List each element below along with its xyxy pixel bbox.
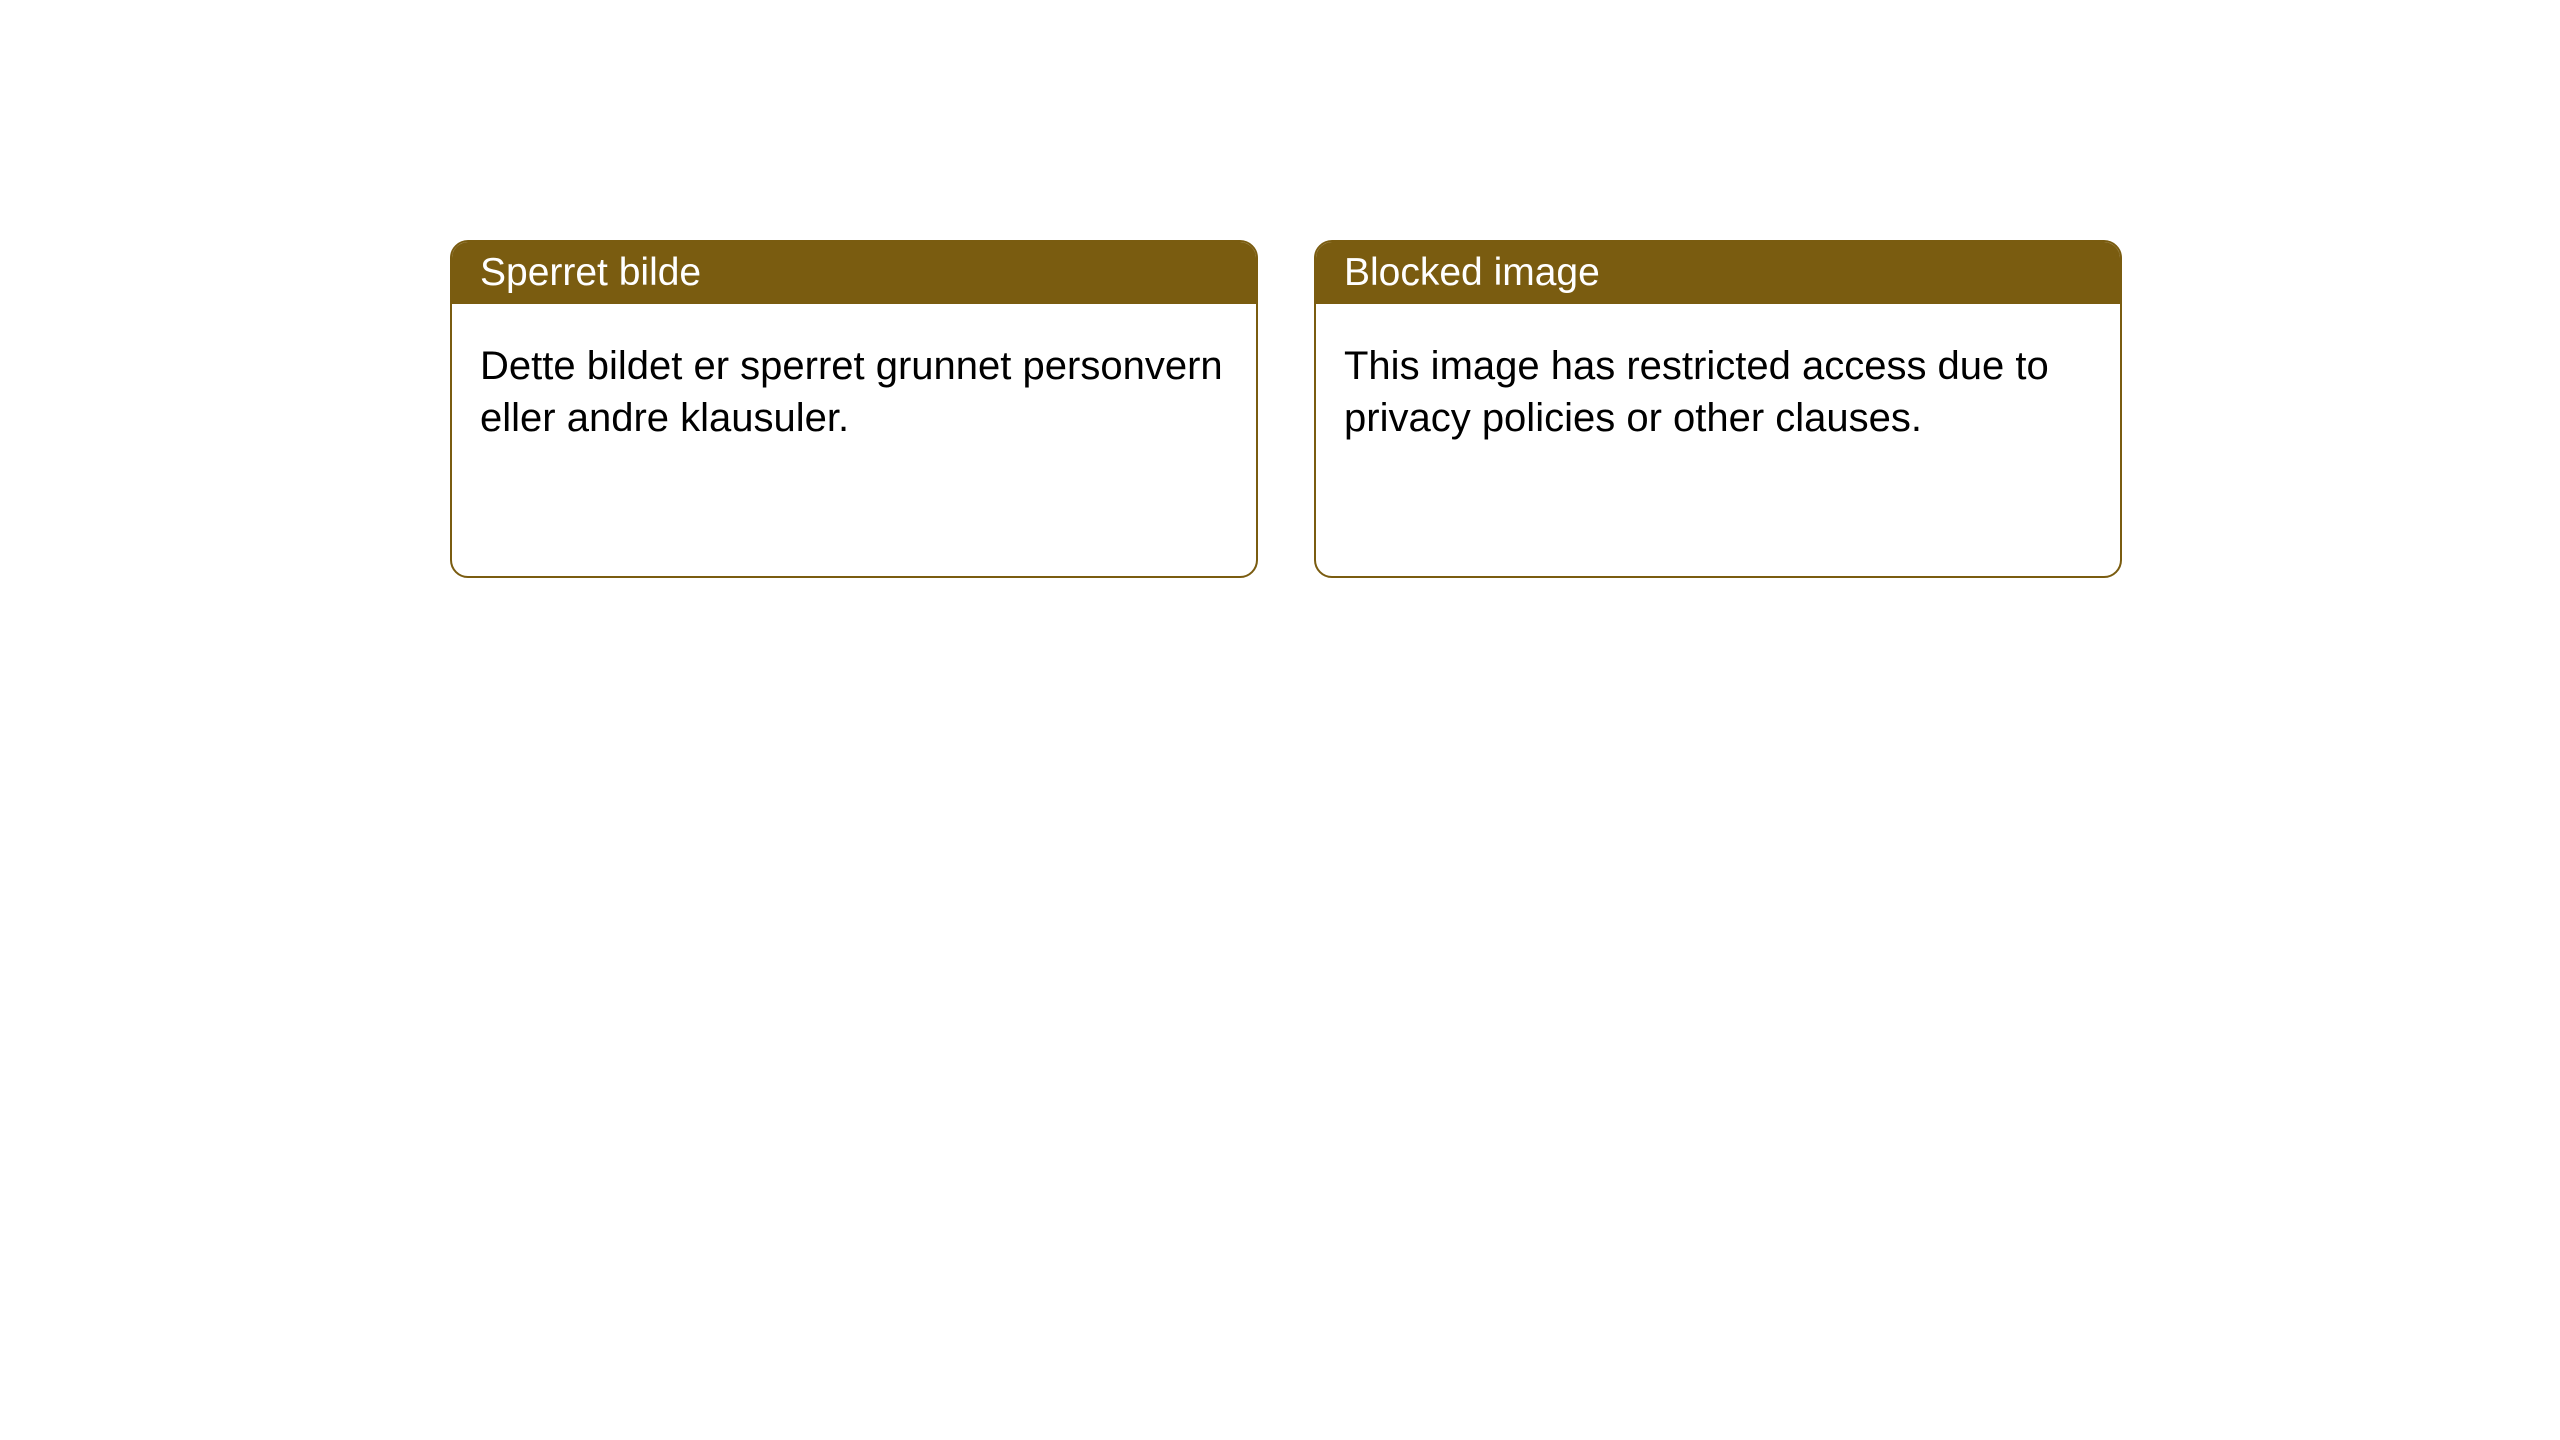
notice-card-title: Sperret bilde bbox=[480, 251, 701, 295]
notice-card-message: This image has restricted access due to … bbox=[1344, 344, 2049, 440]
notice-card-header: Sperret bilde bbox=[452, 242, 1256, 304]
notice-card-header: Blocked image bbox=[1316, 242, 2120, 304]
notice-card-message: Dette bildet er sperret grunnet personve… bbox=[480, 344, 1223, 440]
notice-card-title: Blocked image bbox=[1344, 251, 1600, 295]
notice-card-norwegian: Sperret bilde Dette bildet er sperret gr… bbox=[450, 240, 1258, 578]
notice-card-english: Blocked image This image has restricted … bbox=[1314, 240, 2122, 578]
notice-container: Sperret bilde Dette bildet er sperret gr… bbox=[450, 240, 2122, 578]
notice-card-body: This image has restricted access due to … bbox=[1316, 304, 2120, 480]
notice-card-body: Dette bildet er sperret grunnet personve… bbox=[452, 304, 1256, 480]
